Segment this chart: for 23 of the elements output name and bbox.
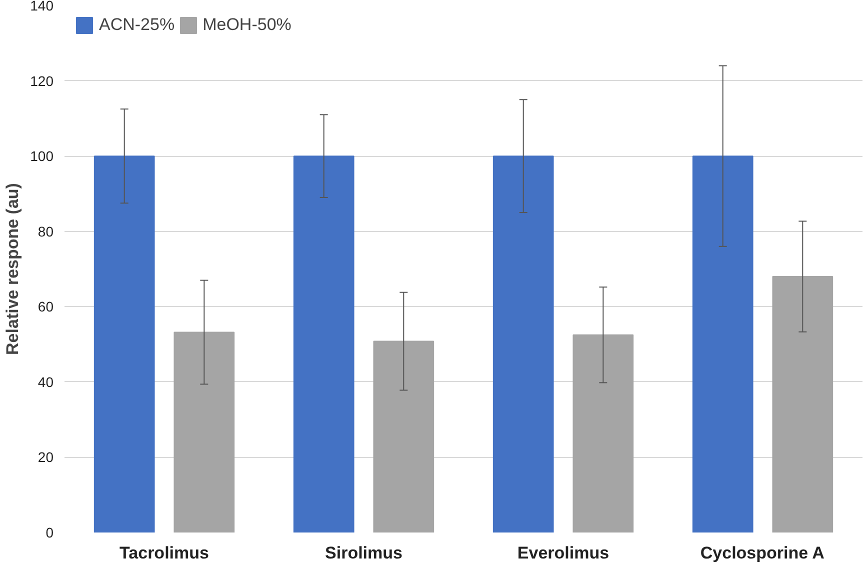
- legend-label: ACN-25%: [99, 15, 175, 35]
- y-axis-title: Relative respone (au): [3, 183, 22, 355]
- bar: [492, 156, 554, 532]
- bar: [772, 276, 834, 532]
- y-tick-label: 40: [38, 374, 54, 390]
- y-tick-label: 140: [30, 0, 54, 14]
- y-tick-label: 60: [38, 298, 54, 315]
- y-tick-label: 80: [38, 223, 54, 240]
- x-tick-label: Tacrolimus: [120, 544, 209, 562]
- y-tick-label: 20: [38, 449, 54, 466]
- legend-label: MeOH-50%: [202, 15, 292, 35]
- y-tick-label: 120: [30, 72, 54, 89]
- bar: [293, 156, 354, 532]
- y-tick-label: 100: [30, 148, 54, 164]
- bar: [94, 156, 155, 532]
- bar: [692, 156, 754, 532]
- bar: [572, 334, 634, 532]
- x-tick-label: Everolimus: [517, 544, 610, 562]
- x-tick-label: Cyclosporine A: [700, 544, 824, 562]
- bar: [174, 332, 235, 532]
- bar: [373, 340, 434, 532]
- x-tick-label: Sirolimus: [325, 544, 402, 562]
- y-tick-label: 0: [46, 524, 54, 540]
